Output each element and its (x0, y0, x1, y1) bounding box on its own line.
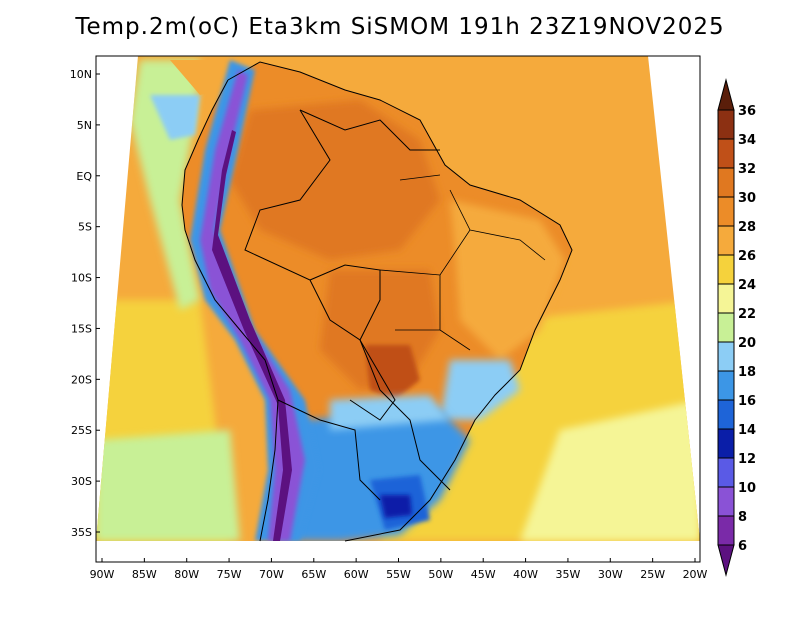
ocean-south-atlantic-cool (520, 400, 700, 541)
brazil-state-lines (379, 174, 546, 351)
colorbar-arrow-high (717, 78, 735, 111)
lon-tick-label: 50W (428, 568, 453, 581)
colorbar-label: 14 (738, 423, 756, 438)
south-coldest-patch (380, 495, 412, 518)
lon-tick-label: 45W (471, 568, 496, 581)
interior-mild-southeast (440, 360, 520, 420)
colorbar-label: 22 (738, 307, 756, 322)
colorbar-label: 36 (738, 104, 756, 119)
colorbar-label: 8 (738, 510, 747, 525)
lat-tick-label: 25S (71, 424, 92, 437)
lon-tick-label: 20W (683, 568, 708, 581)
lon-tick-label: 90W (90, 568, 115, 581)
ocean-pacific-far-south (96, 430, 240, 541)
country-borders (181, 61, 573, 542)
latitude-axis: 10N 5N EQ 5S 10S 15S 20S 25S 30S 35S (70, 68, 100, 539)
colorbar-label: 28 (738, 220, 756, 235)
colorbar-label: 32 (738, 162, 756, 177)
colorbar-segment (717, 399, 735, 430)
lon-tick-label: 75W (217, 568, 242, 581)
colorbar-label: 12 (738, 452, 756, 467)
colorbar-arrow-low (717, 544, 735, 577)
lon-tick-label: 35W (555, 568, 580, 581)
temperature-field (96, 56, 700, 541)
lat-tick-label: 10S (71, 272, 92, 285)
map-title: Temp.2m(oC) Eta3km SiSMOM 191h 23Z19NOV2… (75, 14, 725, 40)
lon-tick-label: 25W (640, 568, 665, 581)
longitude-axis: 90W 85W 80W 75W 70W 65W 60W 55W 50W 45W 40W 35W 30W 2… (90, 558, 708, 581)
lat-tick-label: 10N (70, 68, 92, 81)
colorbar-segment (717, 457, 735, 488)
lon-tick-label: 65W (301, 568, 326, 581)
colorbar-label: 10 (738, 481, 756, 496)
colorbar-segment (717, 138, 735, 169)
lon-tick-label: 55W (386, 568, 411, 581)
andes-coldest-ridge (212, 130, 292, 541)
colorbar-label: 16 (738, 394, 756, 409)
colorbar-label: 6 (738, 539, 747, 554)
south-mild-region (330, 395, 450, 430)
lon-tick-label: 70W (259, 568, 284, 581)
lat-tick-label: 15S (71, 322, 92, 335)
colorbar: 6 8 10 12 14 16 18 20 22 24 26 28 30 32 34 36 (717, 78, 756, 577)
lat-tick-label: EQ (76, 170, 92, 183)
colorbar-label: 30 (738, 191, 756, 206)
colorbar-segment (717, 341, 735, 372)
colorbar-label: 24 (738, 278, 756, 293)
colorbar-segment (717, 167, 735, 198)
lon-tick-label: 30W (598, 568, 623, 581)
lat-tick-label: 35S (71, 526, 92, 539)
paraguay-border (349, 339, 396, 421)
continent-coastline (227, 61, 573, 542)
colorbar-label: 20 (738, 336, 756, 351)
ocean-pacific-cold-tongue (150, 95, 200, 140)
colorbar-segment (717, 254, 735, 285)
argentina-chile-border (277, 399, 381, 501)
interior-warm-northeast (450, 200, 565, 360)
pacific-coastline (181, 79, 279, 542)
colorbar-segment (717, 486, 735, 517)
lon-tick-label: 60W (344, 568, 369, 581)
colorbar-segment (717, 428, 735, 459)
colorbar-segment (717, 196, 735, 227)
brazil-western-border (244, 109, 451, 491)
colorbar-segment (717, 370, 735, 401)
colorbar-label: 34 (738, 133, 756, 148)
lat-tick-label: 30S (71, 475, 92, 488)
interior-hot-amazon (230, 100, 440, 260)
lat-tick-label: 5N (77, 119, 92, 132)
lon-tick-label: 80W (174, 568, 199, 581)
lat-tick-label: 5S (78, 221, 92, 234)
lon-tick-label: 40W (513, 568, 538, 581)
andes-cold-core (200, 70, 305, 541)
colorbar-segment (717, 109, 735, 140)
lat-tick-label: 20S (71, 373, 92, 386)
colorbar-segment (717, 515, 735, 546)
colorbar-label: 18 (738, 365, 756, 380)
colorbar-segment (717, 312, 735, 343)
lon-tick-label: 85W (132, 568, 157, 581)
venezuela-guyana-border (299, 109, 440, 151)
colorbar-segment (717, 225, 735, 256)
colorbar-segment (717, 283, 735, 314)
colorbar-label: 26 (738, 249, 756, 264)
